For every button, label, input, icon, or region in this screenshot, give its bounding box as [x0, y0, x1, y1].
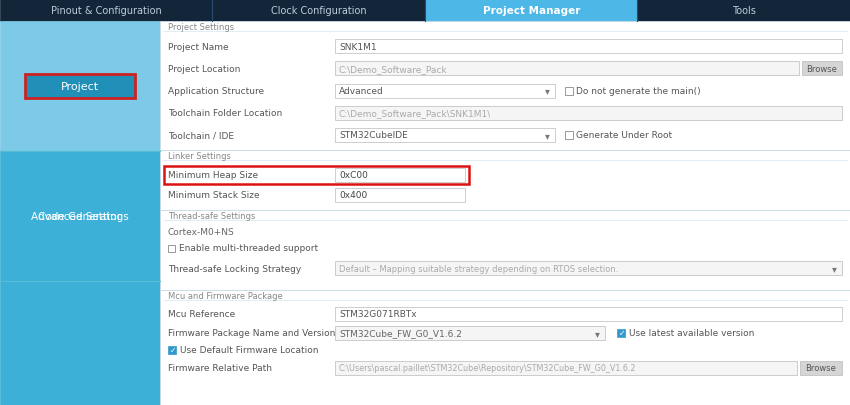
Text: SNK1M1: SNK1M1 [339, 43, 377, 51]
Bar [335, 40, 842, 54]
Text: Minimum Stack Size: Minimum Stack Size [168, 191, 259, 200]
Bar [802, 62, 842, 76]
Bar [160, 151, 850, 211]
Bar [335, 361, 797, 375]
Text: Mcu and Firmware Package: Mcu and Firmware Package [168, 292, 283, 301]
Text: Advanced Settings: Advanced Settings [31, 211, 129, 222]
Bar [335, 107, 842, 120]
Text: Pinout & Configuration: Pinout & Configuration [51, 6, 162, 16]
Text: ▾: ▾ [595, 328, 600, 338]
Bar [160, 22, 850, 405]
Text: ✓: ✓ [619, 328, 625, 337]
Bar [160, 211, 850, 290]
Bar [164, 166, 469, 185]
Bar [565, 132, 573, 140]
Bar [335, 128, 555, 143]
Bar [160, 290, 850, 405]
Text: Firmware Relative Path: Firmware Relative Path [168, 364, 272, 373]
Text: Toolchain Folder Location: Toolchain Folder Location [168, 109, 282, 118]
Text: Linker Settings: Linker Settings [168, 152, 231, 161]
Text: Project Location: Project Location [168, 65, 241, 74]
Bar [335, 62, 799, 76]
Text: ✓: ✓ [169, 345, 176, 354]
Text: Code Generator: Code Generator [38, 211, 122, 222]
Text: STM32CubeIDE: STM32CubeIDE [339, 131, 408, 140]
Text: ▾: ▾ [832, 263, 837, 273]
Text: Mcu Reference: Mcu Reference [168, 310, 235, 319]
Text: ▾: ▾ [545, 86, 550, 96]
Bar [0, 151, 160, 405]
Text: Use latest available version: Use latest available version [629, 329, 754, 338]
Text: Use Default Firmware Location: Use Default Firmware Location [180, 345, 319, 355]
Bar [164, 166, 469, 185]
Text: ▾: ▾ [545, 130, 550, 141]
Bar [425, 0, 638, 22]
Bar [0, 0, 850, 22]
Text: C:\Demo_Software_Pack\SNK1M1\: C:\Demo_Software_Pack\SNK1M1\ [339, 109, 491, 118]
Text: Browse: Browse [807, 65, 837, 74]
Bar [565, 87, 573, 95]
Text: 0x400: 0x400 [339, 191, 367, 200]
Bar [335, 326, 605, 340]
Bar [800, 361, 842, 375]
Text: Project Manager: Project Manager [483, 6, 580, 16]
Bar [168, 245, 175, 252]
Text: Do not generate the main(): Do not generate the main() [576, 87, 700, 96]
Text: Thread-safe Settings: Thread-safe Settings [168, 212, 255, 221]
Text: STM32G071RBTx: STM32G071RBTx [339, 310, 416, 319]
Bar [617, 329, 625, 337]
Text: Clock Configuration: Clock Configuration [271, 6, 366, 16]
Text: Default – Mapping suitable strategy depending on RTOS selection.: Default – Mapping suitable strategy depe… [339, 264, 618, 273]
Bar [168, 346, 176, 354]
Text: Generate Under Root: Generate Under Root [576, 131, 672, 140]
Bar [160, 22, 850, 151]
Text: C:\Demo_Software_Pack: C:\Demo_Software_Pack [339, 65, 448, 74]
Text: Tools: Tools [732, 6, 756, 16]
Text: STM32Cube_FW_G0_V1.6.2: STM32Cube_FW_G0_V1.6.2 [339, 329, 462, 338]
Text: Project: Project [61, 82, 99, 92]
Text: Toolchain / IDE: Toolchain / IDE [168, 131, 234, 140]
Bar [335, 84, 555, 98]
Text: Advanced: Advanced [339, 87, 383, 96]
Text: Cortex-M0+NS: Cortex-M0+NS [168, 228, 235, 237]
Text: 0xC00: 0xC00 [339, 171, 368, 180]
Text: Application Structure: Application Structure [168, 87, 264, 96]
Bar [335, 261, 842, 275]
Text: C:\Users\pascal.paillet\STM32Cube\Repository\STM32Cube_FW_G0_V1.6.2: C:\Users\pascal.paillet\STM32Cube\Reposi… [339, 364, 637, 373]
Text: Enable multi-threaded support: Enable multi-threaded support [179, 244, 318, 253]
Bar [25, 75, 135, 99]
Text: Project Name: Project Name [168, 43, 229, 51]
Text: Browse: Browse [806, 364, 836, 373]
Bar [335, 168, 465, 183]
Text: Project Settings: Project Settings [168, 23, 234, 32]
Text: Minimum Heap Size: Minimum Heap Size [168, 171, 258, 180]
Text: Thread-safe Locking Strategy: Thread-safe Locking Strategy [168, 264, 301, 273]
Bar [335, 307, 842, 321]
Text: Firmware Package Name and Version: Firmware Package Name and Version [168, 329, 336, 338]
Bar [0, 22, 160, 151]
Bar [335, 189, 465, 202]
